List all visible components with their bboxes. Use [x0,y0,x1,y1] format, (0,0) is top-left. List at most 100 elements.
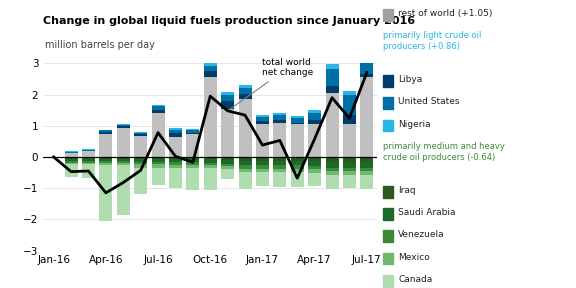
Bar [238,165,252,168]
Bar [151,113,165,157]
Bar [65,164,78,177]
Bar [221,169,234,179]
Bar [325,157,339,162]
Bar [151,106,165,109]
Bar [221,164,234,166]
Bar [361,74,373,77]
Bar [325,171,339,175]
Bar [343,175,356,188]
Text: primarily medium and heavy
crude oil producers (-0.64): primarily medium and heavy crude oil pro… [383,142,505,162]
Bar [274,123,286,157]
Bar [169,159,182,162]
Bar [169,128,182,130]
Bar [361,157,373,162]
Bar [238,99,252,157]
Text: Iraq: Iraq [398,186,416,195]
Bar [99,134,112,157]
Bar [134,162,147,164]
Bar [65,152,78,153]
Bar [65,151,78,152]
Text: rest of world (+1.05): rest of world (+1.05) [398,9,492,18]
Bar [151,164,165,168]
Bar [151,168,165,185]
Bar [291,172,304,187]
Bar [65,153,78,157]
Bar [134,132,147,134]
Bar [361,41,373,47]
Bar [361,171,373,175]
Bar [274,168,286,172]
Bar [343,90,356,95]
Bar [169,162,182,165]
Bar [99,162,112,165]
Bar [186,168,199,190]
Bar [221,166,234,169]
Bar [82,149,95,150]
Bar [204,77,217,157]
Bar [169,130,182,133]
Bar [308,173,321,186]
Bar [274,172,286,187]
Bar [99,161,112,162]
Bar [117,124,130,125]
Bar [99,158,112,161]
Bar [82,157,95,158]
Bar [291,168,304,172]
Bar [343,157,356,162]
Bar [361,77,373,157]
Bar [65,161,78,162]
Bar [65,158,78,161]
Bar [308,161,321,166]
Bar [291,157,304,161]
Bar [169,168,182,188]
Bar [169,133,182,137]
Bar [82,164,95,178]
Bar [256,161,269,165]
Bar [151,162,165,164]
Bar [117,165,130,215]
Bar [117,125,130,126]
Bar [204,63,217,66]
Bar [186,134,199,157]
Bar [343,115,356,124]
Text: Change in global liquid fuels production since January 2016: Change in global liquid fuels production… [43,16,415,26]
Bar [204,66,217,71]
Bar [221,160,234,164]
Bar [117,162,130,165]
Bar [204,165,217,168]
Bar [169,137,182,157]
Bar [169,165,182,168]
Bar [82,161,95,162]
Bar [238,88,252,94]
Bar [82,158,95,161]
Bar [308,113,321,120]
Bar [221,92,234,94]
Bar [256,115,269,117]
Bar [186,162,199,165]
Bar [256,165,269,168]
Bar [169,157,182,159]
Text: Libya: Libya [398,75,422,84]
Bar [186,133,199,134]
Bar [221,101,234,109]
Bar [291,118,304,123]
Bar [134,168,147,194]
Text: Saudi Arabia: Saudi Arabia [398,208,456,217]
Bar [343,95,356,115]
Bar [65,157,78,158]
Bar [343,124,356,157]
Bar [274,115,286,120]
Bar [238,172,252,189]
Bar [151,157,165,159]
Bar [308,169,321,173]
Bar [99,165,112,221]
Bar [256,121,269,124]
Bar [221,109,234,157]
Bar [221,157,234,160]
Bar [325,86,339,93]
Bar [256,117,269,121]
Bar [291,161,304,165]
Bar [204,157,217,160]
Bar [308,109,321,113]
Bar [134,164,147,168]
